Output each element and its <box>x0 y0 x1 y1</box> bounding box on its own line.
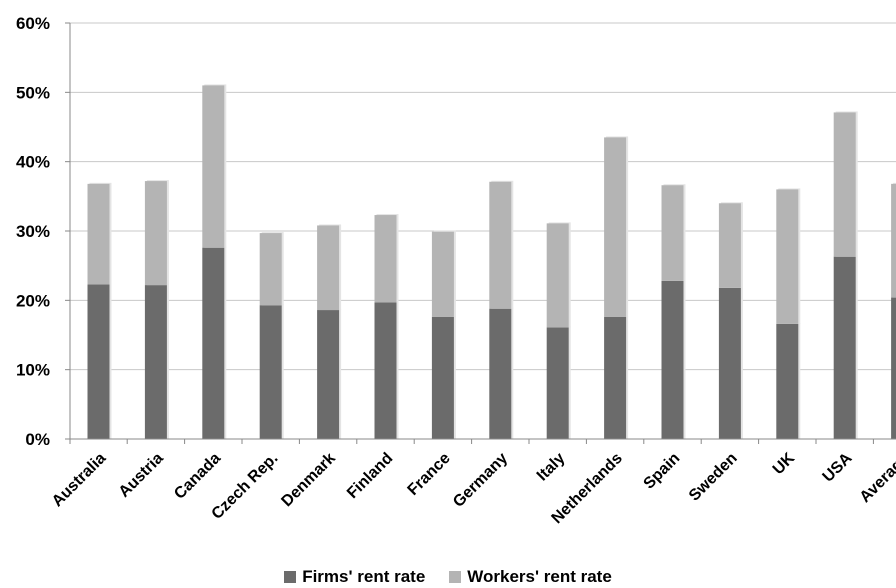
bar-workers <box>891 183 896 298</box>
x-tick-label: France <box>405 450 454 499</box>
gridlines <box>70 22 896 440</box>
x-tick-label: Australia <box>49 450 110 511</box>
y-tick-label: 0% <box>25 430 50 449</box>
bar-firms <box>144 285 167 439</box>
y-tick-label: 20% <box>16 291 50 310</box>
bar-workers <box>202 85 225 248</box>
x-tick-label: Austria <box>116 450 167 501</box>
legend-swatch-firms <box>284 571 297 583</box>
x-tick-label: Spain <box>641 450 684 493</box>
bar-workers <box>317 225 340 311</box>
bar-firms <box>604 316 627 439</box>
y-tick-label: 30% <box>16 222 50 241</box>
bar-workers <box>833 112 856 257</box>
legend-label-firms: Firms' rent rate <box>302 567 426 586</box>
x-tick-label: UK <box>770 449 799 478</box>
bar-firms <box>87 284 110 439</box>
bar-workers <box>718 203 741 288</box>
bar-workers <box>431 231 454 317</box>
bar-firms <box>202 247 225 439</box>
bar-firms <box>317 310 340 439</box>
x-tick-label: Denmark <box>278 450 339 511</box>
bar-firms <box>661 280 684 439</box>
x-tick-label: Canada <box>171 450 224 503</box>
bar-workers <box>144 181 167 286</box>
bar-firms <box>546 327 569 439</box>
x-tick-label: Average <box>857 450 896 506</box>
bar-firms <box>776 323 799 439</box>
y-tick-label: 10% <box>16 361 50 380</box>
legend-label-workers: Workers' rent rate <box>467 567 612 586</box>
y-tick-label: 50% <box>16 83 50 102</box>
x-tick-label: Finland <box>344 450 396 502</box>
x-tick-label: Germany <box>450 450 511 511</box>
bar-workers <box>661 185 684 281</box>
bar-firms <box>431 316 454 439</box>
bar-firms <box>718 287 741 439</box>
bar-workers <box>87 183 110 285</box>
x-tick-label: Sweden <box>686 450 741 505</box>
y-tick-label: 40% <box>16 153 50 172</box>
bar-firms <box>891 297 896 439</box>
legend-item-workers: Workers' rent rate <box>449 567 612 587</box>
bar-workers <box>546 223 569 328</box>
y-axis: 0% 10% 20% 30% 40% 50% 60% <box>16 14 71 449</box>
legend: Firms' rent rate Workers' rent rate <box>0 566 896 588</box>
bar-workers <box>489 181 512 309</box>
bar-firms <box>833 256 856 439</box>
bars <box>87 84 896 439</box>
bar-workers <box>604 137 627 317</box>
bar-firms <box>489 308 512 439</box>
legend-swatch-workers <box>449 571 462 583</box>
y-tick-label: 60% <box>16 14 50 33</box>
bar-workers <box>259 233 282 306</box>
bar-firms <box>374 302 397 439</box>
legend-item-firms: Firms' rent rate <box>284 567 425 587</box>
stacked-bar-chart: 0% 10% 20% 30% 40% 50% 60% Australia Austria Can… <box>16 14 896 527</box>
bar-workers <box>776 189 799 324</box>
x-tick-label: USA <box>820 449 856 485</box>
bar-firms <box>259 305 282 439</box>
x-tick-label: Italy <box>534 450 569 485</box>
bar-workers <box>374 215 397 303</box>
